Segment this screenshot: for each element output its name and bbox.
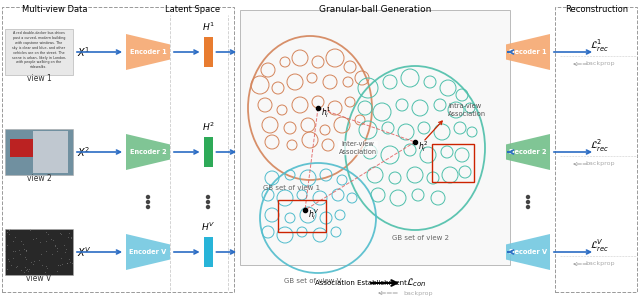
- FancyArrowPatch shape: [216, 150, 234, 154]
- Bar: [278, 200, 326, 232]
- Text: backprop: backprop: [585, 162, 615, 167]
- Circle shape: [527, 196, 529, 199]
- Text: Encoder V: Encoder V: [129, 249, 166, 255]
- Bar: [432, 144, 474, 182]
- Text: Intra-view
Association: Intra-view Association: [448, 103, 486, 117]
- Bar: [204, 237, 212, 267]
- Bar: [240, 10, 510, 265]
- Text: view V: view V: [26, 274, 52, 283]
- FancyArrowPatch shape: [425, 121, 442, 140]
- Circle shape: [147, 196, 150, 199]
- FancyArrowPatch shape: [216, 250, 234, 254]
- Text: Reconstruction: Reconstruction: [565, 5, 628, 14]
- Polygon shape: [506, 234, 550, 270]
- Polygon shape: [126, 234, 170, 270]
- FancyArrowPatch shape: [77, 250, 120, 254]
- Text: $h_i^V$: $h_i^V$: [308, 207, 319, 222]
- FancyArrowPatch shape: [77, 150, 120, 154]
- Text: GB set of view V: GB set of view V: [284, 278, 342, 284]
- Text: Multi-view Data: Multi-view Data: [22, 5, 88, 14]
- FancyArrowPatch shape: [508, 250, 513, 254]
- FancyArrowPatch shape: [554, 250, 590, 254]
- FancyArrowPatch shape: [379, 292, 397, 294]
- Text: $\mathcal{L}^1_{rec}$: $\mathcal{L}^1_{rec}$: [590, 38, 610, 54]
- Text: $H^1$: $H^1$: [202, 21, 214, 33]
- Text: Decoder 2: Decoder 2: [509, 149, 547, 155]
- Text: Inter-view
Association: Inter-view Association: [339, 142, 377, 155]
- Bar: [33, 131, 68, 173]
- Polygon shape: [506, 34, 550, 70]
- Text: view 1: view 1: [27, 74, 51, 83]
- Circle shape: [147, 200, 150, 203]
- Bar: [10, 139, 40, 157]
- FancyArrowPatch shape: [574, 163, 588, 165]
- Circle shape: [207, 200, 209, 203]
- Bar: [204, 37, 212, 67]
- Text: Decoder 1: Decoder 1: [509, 49, 547, 55]
- Text: Granular-ball Generation: Granular-ball Generation: [319, 5, 431, 14]
- Text: $H^2$: $H^2$: [202, 120, 214, 133]
- Circle shape: [527, 206, 529, 209]
- Text: backprop: backprop: [585, 62, 615, 66]
- Text: $H^V$: $H^V$: [201, 221, 215, 233]
- FancyArrowPatch shape: [508, 150, 513, 154]
- Text: A red double-decker bus drives
past a curved, modern building
with capstone wind: A red double-decker bus drives past a cu…: [12, 31, 66, 69]
- Text: backprop: backprop: [585, 261, 615, 267]
- Text: $X^2$: $X^2$: [77, 145, 91, 159]
- FancyArrowPatch shape: [554, 50, 590, 54]
- Text: GB set of view 1: GB set of view 1: [264, 185, 321, 191]
- Text: Association Establishment: Association Establishment: [315, 280, 407, 286]
- Bar: [5, 229, 73, 275]
- Polygon shape: [126, 134, 170, 170]
- FancyArrowPatch shape: [174, 150, 198, 154]
- Text: backprop: backprop: [403, 290, 433, 296]
- FancyArrowPatch shape: [174, 250, 198, 254]
- Circle shape: [207, 196, 209, 199]
- FancyArrowPatch shape: [554, 150, 590, 154]
- Bar: [5, 129, 73, 175]
- FancyArrowPatch shape: [574, 263, 588, 265]
- FancyArrowPatch shape: [216, 50, 234, 54]
- Text: $h_i^1$: $h_i^1$: [321, 105, 332, 120]
- Circle shape: [147, 206, 150, 209]
- FancyArrowPatch shape: [174, 50, 198, 54]
- FancyArrowPatch shape: [508, 50, 513, 54]
- Text: $\mathcal{L}_{con}$: $\mathcal{L}_{con}$: [406, 277, 427, 289]
- Polygon shape: [506, 134, 550, 170]
- Text: Encoder 2: Encoder 2: [130, 149, 166, 155]
- Text: $X^1$: $X^1$: [77, 45, 91, 59]
- Text: GB set of view 2: GB set of view 2: [392, 235, 449, 241]
- Text: $X^V$: $X^V$: [77, 245, 92, 259]
- Text: view 2: view 2: [27, 174, 51, 183]
- Circle shape: [207, 206, 209, 209]
- Text: Encoder 1: Encoder 1: [130, 49, 166, 55]
- FancyArrowPatch shape: [574, 63, 588, 65]
- Circle shape: [527, 200, 529, 203]
- Text: $\mathcal{L}^V_{rec}$: $\mathcal{L}^V_{rec}$: [590, 238, 610, 254]
- Bar: [2, 7, 234, 292]
- Text: Decoder V: Decoder V: [509, 249, 547, 255]
- Text: $h_i^2$: $h_i^2$: [418, 139, 428, 154]
- FancyArrowPatch shape: [77, 50, 120, 54]
- Polygon shape: [126, 34, 170, 70]
- Text: $\mathcal{L}^2_{rec}$: $\mathcal{L}^2_{rec}$: [590, 138, 610, 154]
- Bar: [5, 29, 73, 75]
- Bar: [204, 137, 212, 167]
- Bar: [555, 7, 637, 292]
- Text: Latent Space: Latent Space: [165, 5, 221, 14]
